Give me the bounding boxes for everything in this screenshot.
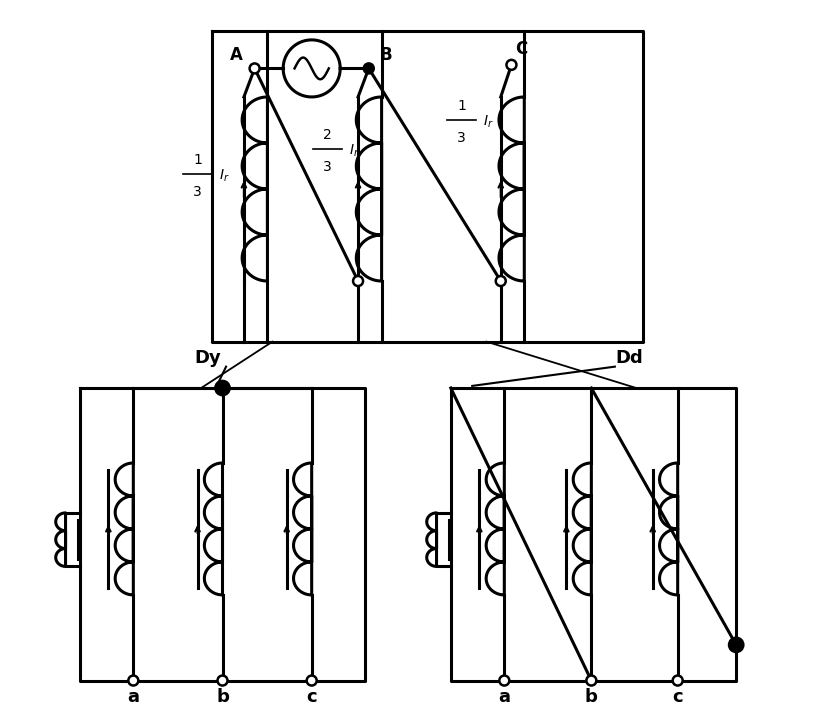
- Text: 3: 3: [323, 160, 332, 174]
- Text: c: c: [306, 688, 317, 706]
- Circle shape: [218, 676, 228, 685]
- Text: C: C: [516, 40, 528, 58]
- Circle shape: [353, 276, 363, 286]
- Text: 1: 1: [193, 153, 202, 167]
- Circle shape: [364, 63, 374, 73]
- Circle shape: [128, 676, 139, 685]
- Text: b: b: [585, 688, 598, 706]
- Circle shape: [215, 381, 229, 395]
- Text: c: c: [672, 688, 683, 706]
- Text: 2: 2: [323, 128, 332, 142]
- Circle shape: [250, 63, 259, 73]
- Text: $I_r$: $I_r$: [348, 142, 359, 159]
- Circle shape: [496, 276, 506, 286]
- Text: A: A: [230, 46, 243, 64]
- Text: 1: 1: [457, 99, 466, 114]
- Text: 3: 3: [457, 131, 466, 145]
- Text: a: a: [499, 688, 510, 706]
- Text: a: a: [127, 688, 140, 706]
- Text: b: b: [216, 688, 229, 706]
- Text: 3: 3: [193, 185, 202, 198]
- Text: Dd: Dd: [615, 349, 643, 367]
- Text: $I_r$: $I_r$: [219, 168, 229, 183]
- Circle shape: [672, 676, 683, 685]
- Circle shape: [729, 638, 743, 652]
- Text: $I_r$: $I_r$: [483, 114, 494, 130]
- Circle shape: [307, 676, 317, 685]
- Text: Dy: Dy: [195, 349, 222, 367]
- Text: B: B: [379, 46, 392, 64]
- Circle shape: [587, 676, 596, 685]
- Circle shape: [507, 60, 517, 70]
- Circle shape: [499, 676, 509, 685]
